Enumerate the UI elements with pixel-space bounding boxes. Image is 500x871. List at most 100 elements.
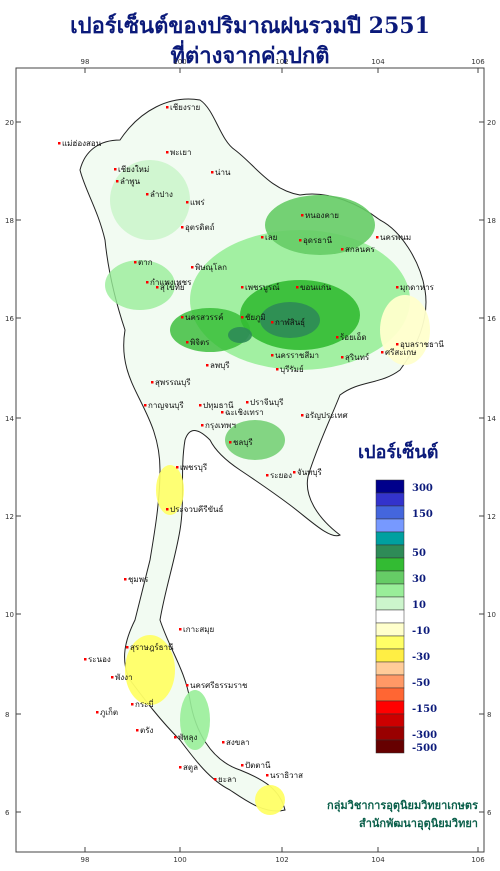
station-marker xyxy=(296,286,299,289)
station-marker xyxy=(241,764,244,767)
city-label: ขอนแก่น xyxy=(300,283,332,292)
lon-label-top: 104 xyxy=(371,58,385,66)
city-label: นครศรีธรรมราช xyxy=(190,681,248,690)
city-label: ปทุมธานี xyxy=(203,401,234,410)
station-marker xyxy=(211,171,214,174)
lat-label-right: 16 xyxy=(487,315,496,323)
lon-label-bottom: 104 xyxy=(371,856,385,864)
legend-swatch xyxy=(375,687,405,702)
station-marker xyxy=(229,441,232,444)
city-label: ลำปาง xyxy=(150,190,173,199)
lon-label-top: 100 xyxy=(173,58,186,66)
station-marker xyxy=(146,193,149,196)
legend-label: -300 xyxy=(412,730,437,741)
lon-label-bottom: 106 xyxy=(471,856,485,864)
lon-label-bottom: 100 xyxy=(173,856,186,864)
station-marker xyxy=(181,226,184,229)
city-label: หนองคาย xyxy=(305,211,339,220)
city-label: สุราษฎร์ธานี xyxy=(130,642,174,652)
station-marker xyxy=(396,343,399,346)
city-label: ยะลา xyxy=(218,775,236,784)
lat-label-right: 6 xyxy=(487,809,492,817)
city-label: นราธิวาส xyxy=(270,771,303,780)
lat-label-left: 14 xyxy=(5,415,14,423)
legend-swatch xyxy=(375,674,405,689)
station-marker xyxy=(116,180,119,183)
city-label: กรุงเทพฯ xyxy=(205,421,236,430)
city-label: ร้อยเอ็ด xyxy=(340,332,367,342)
legend-swatch xyxy=(375,700,405,715)
city-label: ปัตตานี xyxy=(245,761,271,770)
city-label: พิจิตร xyxy=(190,338,210,347)
legend-swatch xyxy=(375,492,405,507)
legend-label: 300 xyxy=(412,483,433,494)
station-marker xyxy=(276,368,279,371)
legend-label: 30 xyxy=(412,574,426,585)
city-label: กาญจนบุรี xyxy=(148,401,184,410)
station-marker xyxy=(136,729,139,732)
station-marker xyxy=(266,774,269,777)
station-marker xyxy=(336,336,339,339)
city-label: ระนอง xyxy=(88,655,111,664)
legend-swatch xyxy=(375,609,405,624)
station-marker xyxy=(341,356,344,359)
city-label: นครพนม xyxy=(380,233,411,242)
city-label: อุดรธานี xyxy=(303,236,333,245)
station-marker xyxy=(186,201,189,204)
legend-swatch xyxy=(375,583,405,598)
map-legend: 300 150 50 30 10 -10 -30 -50 -150 -300 -500 xyxy=(375,479,437,754)
station-marker xyxy=(186,684,189,687)
legend-label: -150 xyxy=(412,704,437,715)
legend-swatch xyxy=(375,596,405,611)
station-marker xyxy=(134,261,137,264)
station-marker xyxy=(222,741,225,744)
station-marker xyxy=(301,214,304,217)
station-marker xyxy=(301,414,304,417)
legend-swatch xyxy=(375,479,405,494)
city-label: ศรีสะเกษ xyxy=(385,348,416,357)
city-label: เกาะสมุย xyxy=(183,625,214,634)
credit-line2: สำนักพัฒนาอุตุนิยมวิทยา xyxy=(359,817,478,830)
legend-swatch xyxy=(375,622,405,637)
lon-label-top: 102 xyxy=(275,58,288,66)
legend-swatch xyxy=(375,570,405,585)
lat-label-left: 18 xyxy=(5,217,14,225)
city-label: พิษณุโลก xyxy=(195,262,227,272)
legend-swatch xyxy=(375,726,405,741)
city-label: จันทบุรี xyxy=(297,468,323,477)
lat-label-right: 12 xyxy=(487,513,496,521)
city-label: เลย xyxy=(265,233,277,242)
city-label: สงขลา xyxy=(226,738,250,747)
city-label: ตาก xyxy=(138,258,153,267)
city-label: น่าน xyxy=(215,168,231,177)
legend-label: -10 xyxy=(412,626,430,637)
city-label: ระยอง xyxy=(270,471,292,480)
city-label: มุกดาหาร xyxy=(400,283,435,292)
credit-line1: กลุ่มวิชาการอุตุนิยมวิทยาเกษตร xyxy=(327,799,478,812)
station-marker xyxy=(261,236,264,239)
station-marker xyxy=(179,766,182,769)
city-label: สุรินทร์ xyxy=(345,352,370,362)
city-label: เพชรบูรณ์ xyxy=(245,282,280,293)
city-label: อุบลราชธานี xyxy=(400,340,444,349)
legend-swatch xyxy=(375,557,405,572)
city-label: สกลนคร xyxy=(345,245,375,254)
station-marker xyxy=(299,239,302,242)
city-label: นครสวรรค์ xyxy=(185,312,223,322)
city-label: ลำพูน xyxy=(120,177,141,187)
lat-label-right: 18 xyxy=(487,217,496,225)
lat-label-right: 8 xyxy=(487,711,491,719)
station-marker xyxy=(381,351,384,354)
lon-label-top: 98 xyxy=(81,58,90,66)
station-marker xyxy=(221,411,224,414)
lat-label-left: 10 xyxy=(5,611,14,619)
city-label: อรัญประเทศ xyxy=(305,411,348,420)
station-marker xyxy=(166,508,169,511)
anomaly-shading xyxy=(105,160,430,815)
station-marker xyxy=(179,628,182,631)
city-label: ลพบุรี xyxy=(210,361,230,370)
city-label: นครราชสีมา xyxy=(275,351,319,360)
station-marker xyxy=(341,248,344,251)
city-label: พัทลุง xyxy=(178,733,197,742)
